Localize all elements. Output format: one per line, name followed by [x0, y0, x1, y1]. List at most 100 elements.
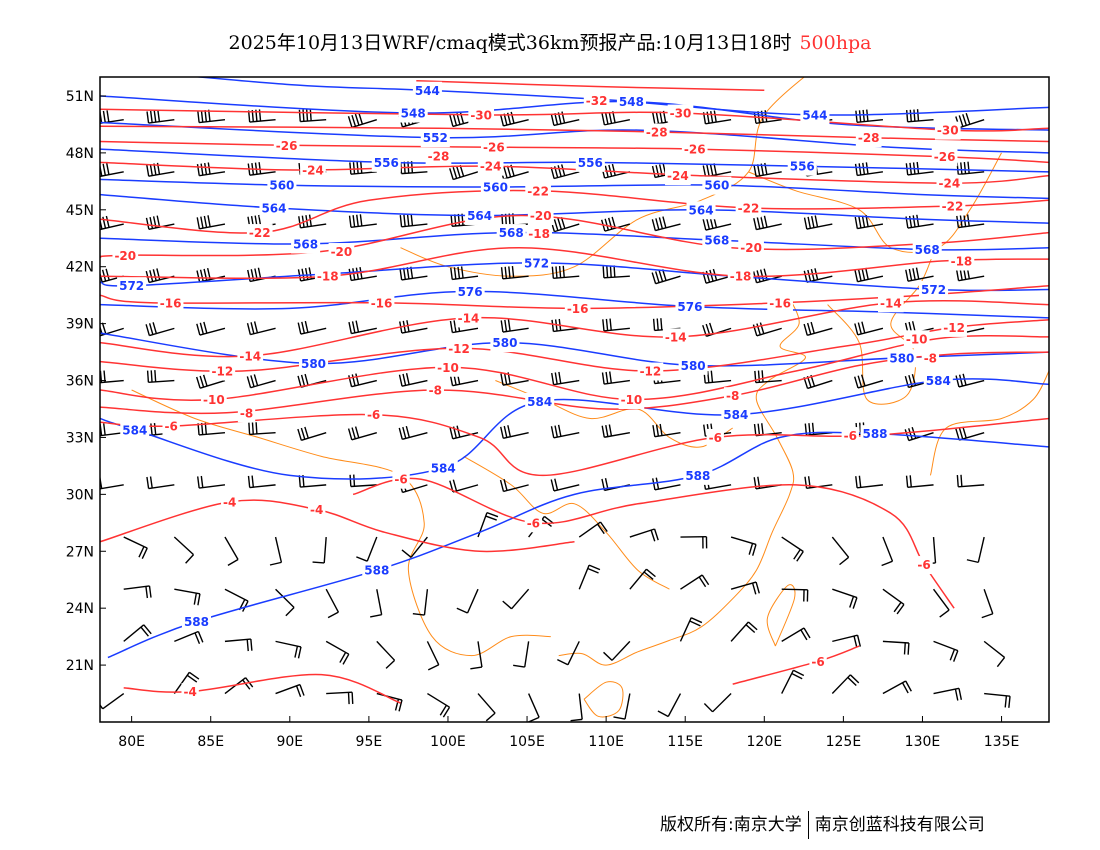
height-contour-label-bg: [412, 81, 442, 100]
wind-barb: [550, 424, 580, 439]
wind-barb: [197, 475, 226, 489]
wind-barb: [578, 521, 608, 538]
wind-barb: [426, 641, 440, 671]
temperature-contour-label: -32: [586, 94, 608, 108]
wind-barb: [477, 693, 496, 722]
wind-barb: [981, 588, 994, 619]
temperature-contour-label: -16: [567, 302, 589, 316]
height-contour-label: 576: [458, 285, 483, 299]
wind-barb: [602, 318, 630, 332]
wind-barb: [551, 371, 580, 386]
wind-barb: [398, 425, 428, 440]
temperature-contour-label-bg: [809, 652, 827, 671]
temperature-contour-label-bg: [948, 252, 975, 271]
height-contour-label: 544: [415, 84, 440, 98]
wind-barb: [753, 215, 782, 231]
wind-barb: [781, 536, 804, 562]
wind-barb: [246, 374, 276, 389]
wind-barb: [831, 674, 860, 695]
temperature-contour-label-bg: [618, 391, 645, 409]
wind-barb: [855, 109, 883, 123]
x-tick-label: 120E: [747, 734, 783, 750]
boundary-line: [131, 389, 551, 657]
height-contour-label: 584: [723, 408, 748, 422]
boundary-line: [400, 77, 805, 277]
height-contour-label: 552: [423, 131, 448, 145]
temperature-contour-label-bg: [564, 299, 591, 318]
temperature-contour-label: -4: [310, 503, 323, 517]
footer: 版权所有:南京大学 南京创蓝科技有限公司: [660, 810, 985, 839]
height-contour-label-bg: [860, 425, 890, 444]
wind-barb: [680, 574, 710, 590]
wind-barb: [297, 426, 327, 441]
temperature-contour-label-bg: [939, 197, 966, 216]
temperature-contour-label-bg: [246, 224, 273, 243]
height-contour-label-bg: [919, 280, 949, 299]
temperature-contour-label: -20: [114, 249, 136, 263]
y-tick-label: 42N: [66, 260, 94, 276]
temperature-contour-label: -8: [429, 384, 442, 398]
height-contour-label: 548: [401, 107, 426, 121]
temperature-contour-label: -6: [917, 558, 930, 572]
temperature-contour-label-bg: [681, 140, 708, 159]
temperature-contour-label-bg: [209, 362, 236, 381]
wind-barb: [832, 634, 862, 648]
wind-barb: [224, 536, 239, 566]
height-contour-label-bg: [616, 93, 646, 112]
wind-barb: [652, 423, 681, 438]
height-contour-label-bg: [267, 176, 297, 195]
temperature-contour-label-bg: [364, 406, 383, 425]
wind-barb: [933, 640, 959, 662]
temperature-contour-label-bg: [455, 309, 482, 328]
height-contour-label-bg: [120, 421, 150, 440]
temperature-contour-label: -16: [160, 296, 182, 310]
temperature-contour-label-bg: [931, 148, 958, 167]
temperature-contour-label: -26: [483, 141, 505, 155]
temperature-contour-label-bg: [921, 349, 940, 368]
temperature-contour-label: -28: [646, 126, 668, 140]
wind-barb: [449, 164, 479, 181]
y-tick-label: 51N: [66, 89, 94, 105]
x-tick-label: 125E: [826, 734, 862, 750]
x-tick-label: 80E: [118, 734, 145, 750]
height-contour-label-bg: [428, 459, 458, 478]
map-frame: [99, 76, 1050, 723]
height-contour-label: 584: [122, 423, 147, 437]
temperature-contour-label: -24: [939, 177, 961, 191]
height-contour-label: 580: [301, 357, 326, 371]
temperature-contour-line: [123, 673, 401, 704]
temperature-contour-label-bg: [237, 347, 264, 366]
wind-barb: [956, 474, 985, 488]
wind-barb: [730, 536, 757, 556]
map-title: 2025年10月13日WRF/cmaq模式36km预报产品:10月13日18时 5…: [0, 28, 1100, 55]
height-contour-label: 588: [364, 564, 389, 578]
wind-barb: [248, 422, 276, 436]
wind-barb: [195, 374, 226, 389]
temperature-contour-label-bg: [637, 362, 664, 381]
temperature-contour-line: [100, 499, 575, 553]
wind-barb: [398, 373, 428, 387]
wind-barb: [831, 536, 850, 566]
wind-barb: [456, 588, 479, 614]
temperature-contour-label: -6: [165, 420, 178, 434]
wind-barb: [602, 265, 630, 279]
wind-barb: [781, 588, 809, 602]
wind-barb: [196, 162, 226, 177]
height-contour-label: 568: [499, 226, 524, 240]
wind-barb: [348, 373, 377, 388]
wind-barb: [803, 321, 833, 337]
temperature-contour-label-bg: [934, 121, 961, 140]
temperature-contour-label: -12: [640, 365, 662, 379]
wind-barb: [450, 266, 479, 281]
height-contour-label-bg: [490, 334, 520, 353]
wind-barb: [881, 536, 894, 567]
height-contour-line: [100, 378, 1049, 480]
wind-barb: [500, 319, 529, 333]
height-contour-label-bg: [259, 199, 289, 218]
height-contour-label-bg: [702, 231, 732, 250]
temperature-contour-label: -22: [527, 184, 549, 198]
wind-barb: [966, 536, 985, 564]
temperature-contour-label-bg: [767, 294, 793, 313]
temperature-contour-label: -10: [203, 393, 225, 407]
wind-barb: [427, 692, 451, 718]
